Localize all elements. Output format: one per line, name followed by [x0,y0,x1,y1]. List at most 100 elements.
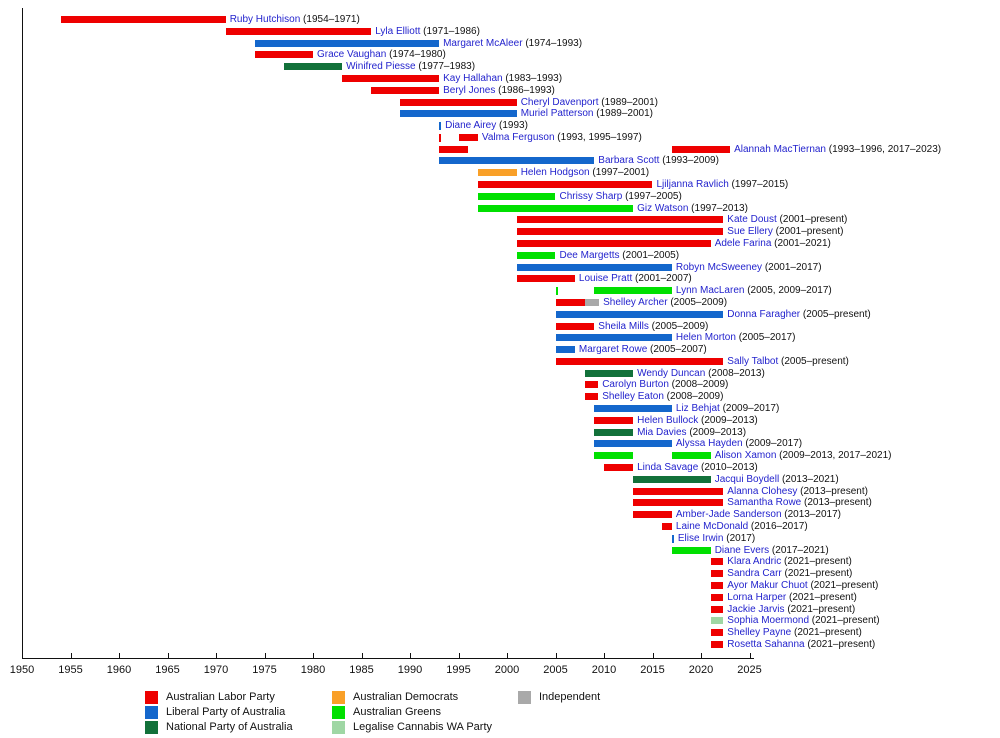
person-name-link[interactable]: Lynn MacLaren [675,284,745,296]
person-name-link[interactable]: Jackie Jarvis [727,603,785,615]
person-name-link[interactable]: Lorna Harper [727,591,787,603]
person-label: Carolyn Burton (2008–2009) [602,378,729,390]
person-name-link[interactable]: Ljiljanna Ravlich [656,178,729,190]
person-name-link[interactable]: Ayor Makur Chuot [727,579,808,591]
person-term-bar [584,393,599,400]
person-years: (2008–2009) [668,378,729,390]
person-name-link[interactable]: Wendy Duncan [637,367,706,379]
person-name-link[interactable]: Rosetta Sahanna [727,638,805,650]
person-name-link[interactable]: Valma Ferguson [481,131,555,143]
person-term-bar [710,617,724,624]
person-term-bar [710,570,724,577]
x-axis-tick-label: 1985 [349,664,374,676]
legend-swatch-greens [332,706,345,719]
person-name-link[interactable]: Dee Margetts [559,249,620,261]
person-label: Samantha Rowe (2013–present) [727,496,872,508]
person-name-link[interactable]: Winifred Piesse [346,60,416,72]
person-name-link[interactable]: Helen Morton [675,331,736,343]
person-years: (1989–2001) [593,107,653,119]
person-name-link[interactable]: Carolyn Burton [602,378,669,390]
person-name-link[interactable]: Ruby Hutchison [229,13,301,25]
person-name-link[interactable]: Robyn McSweeney [675,261,763,273]
person-term-bar [604,464,634,471]
person-name-link[interactable]: Linda Savage [637,461,699,473]
person-label: Louise Pratt (2001–2007) [578,272,692,284]
person-term-bar [516,252,556,259]
person-label: Shelley Archer (2005–2009) [603,296,728,308]
x-axis-tick [410,653,411,658]
person-name-link[interactable]: Helen Hodgson [520,166,590,178]
x-axis-tick [749,653,751,658]
person-years: (2009–2017) [719,402,780,414]
person-name-link[interactable]: Sue Ellery [727,225,773,237]
x-axis-tick [458,653,460,658]
legend-label-national: National Party of Australia [166,721,293,733]
person-label: Sheila Mills (2005–2009) [598,320,708,332]
person-name-link[interactable]: Mia Davies [637,426,687,438]
person-name-link[interactable]: Margaret McAleer [443,37,523,49]
person-name-link[interactable]: Alyssa Hayden [675,437,743,449]
person-name-link[interactable]: Sheila Mills [598,320,649,332]
legend-swatch-liberal [145,706,158,719]
person-name-link[interactable]: Elise Irwin [677,532,724,544]
person-label: Lynn MacLaren (2005, 2009–2017) [675,284,832,296]
person-label: Kate Doust (2001–present) [727,213,848,225]
person-name-link[interactable]: Laine McDonald [675,520,749,532]
person-name-link[interactable]: Diane Evers [714,544,770,556]
person-name-link[interactable]: Barbara Scott [598,154,660,166]
person-name-link[interactable]: Sophia Moermond [727,614,810,626]
person-name-link[interactable]: Alanna Clohesy [727,485,798,497]
person-name-link[interactable]: Alison Xamon [714,449,777,461]
x-axis-tick-label: 1990 [397,664,423,676]
person-name-link[interactable]: Kate Doust [727,213,777,225]
person-name-link[interactable]: Sally Talbot [727,355,779,367]
person-name-link[interactable]: Shelley Eaton [602,390,664,402]
person-name-link[interactable]: Chrissy Sharp [559,190,623,202]
person-name-link[interactable]: Klara Andric [727,555,782,567]
person-name-link[interactable]: Lyla Elliott [375,25,421,37]
person-term-bar [710,641,724,648]
x-axis-tick [264,653,266,658]
person-name-link[interactable]: Shelley Payne [727,626,792,638]
person-name-link[interactable]: Jacqui Boydell [714,473,780,485]
person-label: Adele Farina (2001–2021) [714,237,831,249]
person-name-link[interactable]: Donna Faragher [727,308,801,320]
person-term-bar [225,28,372,35]
person-term-bar [477,205,634,212]
person-years: (2009–2013) [686,426,747,438]
person-name-link[interactable]: Sandra Carr [727,567,782,579]
person-years: (2001–present) [776,213,848,225]
person-name-link[interactable]: Amber-Jade Sanderson [675,508,782,520]
person-years: (1977–1983) [415,60,476,72]
person-term-tick [671,534,674,543]
person-term-bar [477,193,556,200]
person-years: (2013–present) [797,485,868,497]
person-name-link[interactable]: Margaret Rowe [578,343,648,355]
person-years: (2021–present) [781,567,853,579]
person-label: Alannah MacTiernan (1993–1996, 2017–2023… [734,143,941,155]
person-name-link[interactable]: Samantha Rowe [727,496,802,508]
person-label: Sophia Moermond (2021–present) [727,614,879,626]
person-label: Jackie Jarvis (2021–present) [727,603,856,615]
person-name-link[interactable]: Shelley Archer [603,296,668,308]
person-years: (2021–present) [784,603,856,615]
person-name-link[interactable]: Helen Bullock [637,414,699,426]
person-name-link[interactable]: Diane Airey [445,119,497,131]
person-name-link[interactable]: Louise Pratt [578,272,633,284]
person-name-link[interactable]: Cheryl Davenport [520,96,599,108]
person-name-link[interactable]: Giz Watson [637,202,689,214]
x-axis-tick-label: 1980 [300,664,326,676]
person-term-bar [516,240,711,247]
y-axis-line [22,8,23,658]
person-name-link[interactable]: Liz Behjat [675,402,720,414]
person-name-link[interactable]: Adele Farina [714,237,772,249]
x-axis-tick-label: 2025 [737,664,762,676]
person-name-link[interactable]: Grace Vaughan [317,48,387,60]
person-name-link[interactable]: Beryl Jones [443,84,496,96]
person-name-link[interactable]: Alannah MacTiernan [734,143,826,155]
person-name-link[interactable]: Muriel Patterson [520,107,594,119]
person-term-bar [254,51,313,58]
person-years: (2005–2009) [667,296,728,308]
person-name-link[interactable]: Kay Hallahan [443,72,503,84]
